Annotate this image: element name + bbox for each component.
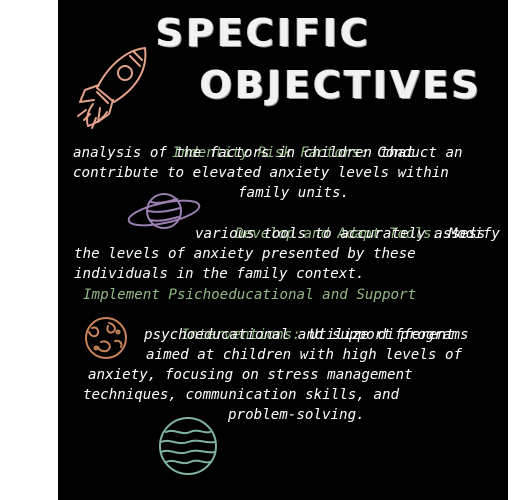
objective-1-line-2: analysis of the factors in children that bbox=[73, 145, 415, 161]
objective-3-heading-line-2: Interventions: bbox=[181, 327, 301, 343]
objective-3-text: Utilize different bbox=[309, 327, 455, 343]
slide: SPECIFIC OBJECTIVES In bbox=[58, 0, 508, 500]
earth-planet-icon bbox=[85, 317, 127, 359]
title-line-2: OBJECTIVES bbox=[200, 63, 483, 107]
objective-2-text: Modify bbox=[448, 226, 500, 242]
objective-2-line-3: the levels of anxiety presented by these bbox=[74, 246, 416, 262]
objective-3-line-3: aimed at children with high levels of bbox=[146, 347, 463, 363]
objective-2-line-1: Develop and Adapt Tools: Modify bbox=[201, 204, 500, 264]
objective-2-line-2: various tools to accurately assess bbox=[195, 226, 486, 242]
ringed-planet-icon bbox=[127, 193, 201, 229]
objective-3-line-5: techniques, communication skills, and bbox=[83, 387, 400, 403]
objective-2-heading: Develop and Adapt Tools: bbox=[235, 226, 441, 242]
objective-1-text: Conduct an bbox=[377, 145, 463, 161]
objective-1-heading: Indentity Risk Factors: bbox=[172, 145, 369, 161]
objective-1-line-4: family units. bbox=[238, 185, 350, 201]
objective-1-line-1: Indentity Risk Factors: Conduct an bbox=[138, 123, 463, 183]
objective-3-line-4: anxiety, focusing on stress management bbox=[88, 367, 413, 383]
striped-planet-icon bbox=[159, 417, 217, 475]
objective-3-heading-line-1: Implement Psichoeducational and Support bbox=[83, 287, 417, 303]
objective-3-line-2: psychoeducational and support programs bbox=[144, 327, 469, 343]
objective-3-line-6: problem-solving. bbox=[228, 407, 365, 423]
objective-3-line-1: Interventions: Utilize different bbox=[147, 305, 455, 365]
title-line-1: SPECIFIC bbox=[156, 11, 372, 55]
rocket-icon bbox=[77, 47, 147, 129]
objective-2-line-4: individuals in the family context. bbox=[74, 266, 365, 282]
objective-1-line-3: contribute to elevated anxiety levels wi… bbox=[73, 165, 449, 181]
